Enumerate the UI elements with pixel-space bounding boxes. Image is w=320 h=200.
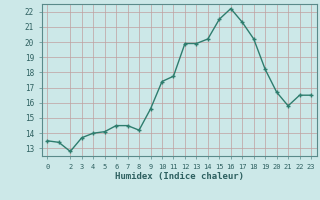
X-axis label: Humidex (Indice chaleur): Humidex (Indice chaleur) [115, 172, 244, 181]
